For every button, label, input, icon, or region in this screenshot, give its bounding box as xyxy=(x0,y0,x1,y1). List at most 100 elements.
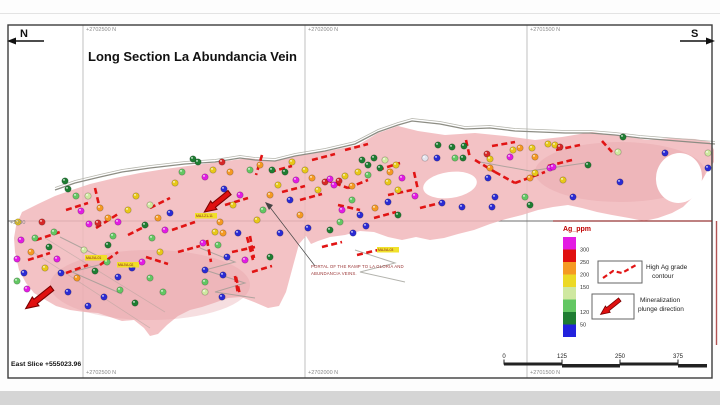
plunge-legend-symbol-icon xyxy=(599,297,622,315)
sample-point xyxy=(131,299,139,307)
legend: Ag_ppm 300 250 200 150 120 50 High Ag grade c… xyxy=(563,226,688,337)
slide-bottom-strip xyxy=(0,391,720,405)
contour-legend-symbol-icon xyxy=(602,264,637,279)
sample-point xyxy=(201,278,209,286)
sample-point xyxy=(528,144,536,152)
drill-label-text: MAJ-21-11 xyxy=(196,214,213,218)
sample-point-highlight xyxy=(270,167,272,170)
sample-point xyxy=(23,285,31,293)
sample-point-highlight xyxy=(528,202,530,205)
ramp-path xyxy=(354,249,406,283)
grid-label-top: +2701500 N xyxy=(530,27,560,33)
sample-point-highlight xyxy=(276,182,278,185)
sample-point-highlight xyxy=(15,256,17,259)
figure-title: Long Section La Abundancia Vein xyxy=(88,49,297,64)
sample-point-highlight xyxy=(373,205,375,208)
sample-point xyxy=(246,166,254,174)
vein-holes xyxy=(423,153,703,203)
sample-point-highlight xyxy=(366,162,368,165)
sample-point-highlight xyxy=(396,187,398,190)
sample-point xyxy=(531,169,539,177)
sample-point xyxy=(348,196,356,204)
sample-point xyxy=(166,209,174,217)
high-grade-dash xyxy=(387,188,413,197)
sample-point-highlight xyxy=(528,175,530,178)
sample-point xyxy=(521,193,529,201)
legend-color-scale: 300 250 200 150 120 50 xyxy=(563,237,589,337)
sample-point xyxy=(218,293,226,301)
sample-point xyxy=(41,264,49,272)
sample-point xyxy=(421,154,429,162)
sample-point xyxy=(336,218,344,226)
sample-point xyxy=(486,155,494,163)
drillhole-labels: MAJ/A-01 MAJ/A-02 MAJ-21-11 MAJ/A-03 xyxy=(85,213,399,268)
legend-color-swatch xyxy=(563,324,576,337)
sample-point xyxy=(486,164,494,172)
sample-point-highlight xyxy=(33,235,35,238)
sample-point-highlight xyxy=(351,230,353,233)
sample-point xyxy=(394,211,402,219)
sample-point xyxy=(266,253,274,261)
sample-point xyxy=(556,143,564,151)
sample-point-highlight xyxy=(116,274,118,277)
leader-arrowhead-icon xyxy=(265,202,273,210)
sample-point xyxy=(301,166,309,174)
sample-point-highlight xyxy=(231,202,233,205)
sample-point xyxy=(73,274,81,282)
sample-point-highlight xyxy=(485,151,487,154)
plunge-legend-line-2: plunge direction xyxy=(638,306,684,313)
sample-point-highlight xyxy=(196,159,198,162)
map-border xyxy=(7,24,713,379)
sample-point xyxy=(154,214,162,222)
sample-point-highlight xyxy=(383,157,385,160)
sample-point-highlight xyxy=(86,303,88,306)
sample-point xyxy=(384,198,392,206)
drill-label-text: MAJ/A-01 xyxy=(86,256,101,260)
high-grade-dash xyxy=(65,263,89,275)
plunge-arrow-icon xyxy=(599,297,622,315)
high-grade-dash xyxy=(177,244,201,254)
drill-label-text: MAJ/A-02 xyxy=(118,263,133,267)
sample-point-highlight xyxy=(43,265,45,268)
sample-point-highlight xyxy=(337,178,339,181)
high-grade-dash xyxy=(281,184,306,194)
sample-point xyxy=(661,149,669,157)
plunge-arrow-icon xyxy=(24,285,55,310)
north-arrowhead-icon xyxy=(7,37,16,45)
sample-point-highlight xyxy=(511,147,513,150)
sample-point-highlight xyxy=(29,249,31,252)
sample-point xyxy=(526,201,534,209)
sample-point-highlight xyxy=(621,134,623,137)
sample-point xyxy=(438,199,446,207)
sample-point xyxy=(77,207,85,215)
sample-point-highlight xyxy=(238,192,240,195)
sample-point xyxy=(614,148,622,156)
sample-point-highlight xyxy=(663,150,665,153)
high-grade-dash xyxy=(65,201,89,212)
sample-point xyxy=(57,269,65,277)
sample-point-highlight xyxy=(180,169,182,172)
sample-point xyxy=(364,171,372,179)
sample-point-highlight xyxy=(343,173,345,176)
sample-point xyxy=(146,274,154,282)
sample-point-highlight xyxy=(303,167,305,170)
high-grade-dash xyxy=(171,220,196,232)
sample-point xyxy=(526,174,534,182)
sample-point-highlight xyxy=(63,178,65,181)
sample-point xyxy=(398,174,406,182)
sample-point-highlight xyxy=(294,177,296,180)
sample-point xyxy=(141,221,149,229)
sample-point-highlight xyxy=(548,165,550,168)
sample-point-highlight xyxy=(96,220,98,223)
sample-point xyxy=(114,273,122,281)
sample-point-highlight xyxy=(378,165,380,168)
vein-hole xyxy=(423,171,477,199)
topo-line xyxy=(54,120,716,191)
scale-bar-segment xyxy=(620,362,678,366)
sample-point-highlight xyxy=(490,204,492,207)
sample-point-highlight xyxy=(98,205,100,208)
sample-point xyxy=(104,214,112,222)
sample-point-highlight xyxy=(530,145,532,148)
sample-point-highlight xyxy=(19,237,21,240)
sample-point xyxy=(80,246,88,254)
